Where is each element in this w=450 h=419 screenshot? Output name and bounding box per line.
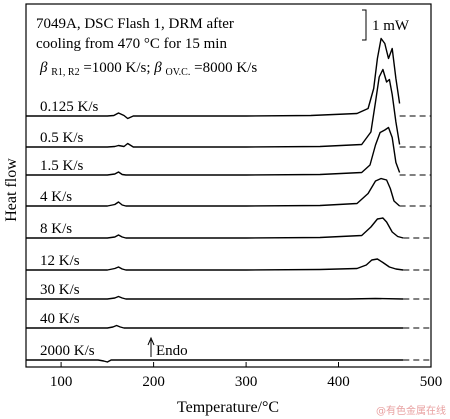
series-line: [26, 258, 404, 271]
series-line: [26, 177, 401, 207]
endo-arrow: [147, 336, 155, 357]
series-label: 40 K/s: [40, 311, 80, 327]
series-label: 30 K/s: [40, 282, 80, 298]
rate-2-value: =8000 K/s: [194, 60, 257, 76]
x-axis-label: Temperature/°C: [177, 399, 279, 416]
x-tick-label: 400: [327, 374, 350, 390]
plot-frame: [25, 3, 432, 368]
series-label: 4 K/s: [40, 189, 72, 205]
x-tick-label: 100: [50, 374, 73, 390]
series-label: 1.5 K/s: [40, 158, 84, 174]
series-label: 8 K/s: [40, 221, 72, 237]
series-label: 0.125 K/s: [40, 99, 99, 115]
rate-1-value: =1000 K/s;: [83, 60, 154, 76]
x-tick-label: 300: [235, 374, 258, 390]
series-line: [26, 324, 404, 329]
series-group: [26, 37, 431, 363]
scale-bar: [362, 9, 367, 41]
series-label: 2000 K/s: [40, 343, 95, 359]
rate-1-symbol: β: [39, 60, 48, 76]
chart-title-line-1: 7049A, DSC Flash 1, DRM after: [36, 16, 234, 32]
series-label-group: 0.125 K/s 0.5 K/s 1.5 K/s 4 K/s 8 K/s 12 K/s 3…: [40, 99, 99, 359]
series-line: [26, 359, 404, 363]
rate-2-subscript: OV.C.: [166, 67, 191, 78]
series-label: 12 K/s: [40, 253, 80, 269]
watermark: @有色金属在线: [376, 406, 446, 417]
series-line: [26, 217, 404, 239]
y-axis-label: Heat flow: [3, 158, 20, 222]
series-line: [26, 126, 401, 176]
rate-2-symbol: β: [153, 60, 162, 76]
series-label: 0.5 K/s: [40, 130, 84, 146]
series-line: [26, 37, 401, 120]
scale-bar-label: 1 mW: [372, 18, 410, 34]
x-tick-label: 200: [142, 374, 165, 390]
endo-label: Endo: [156, 343, 188, 359]
x-axis: 100 200 300 400 500: [50, 362, 442, 390]
series-line: [26, 295, 404, 300]
rate-1-subscript: R1, R2: [51, 67, 79, 78]
rates-annotation: β R1, R2 =1000 K/s; β OV.C. =8000 K/s: [39, 60, 257, 79]
chart-title-line-2: cooling from 470 °C for 15 min: [36, 36, 227, 52]
x-tick-label: 500: [420, 374, 443, 390]
series-line: [26, 68, 401, 148]
